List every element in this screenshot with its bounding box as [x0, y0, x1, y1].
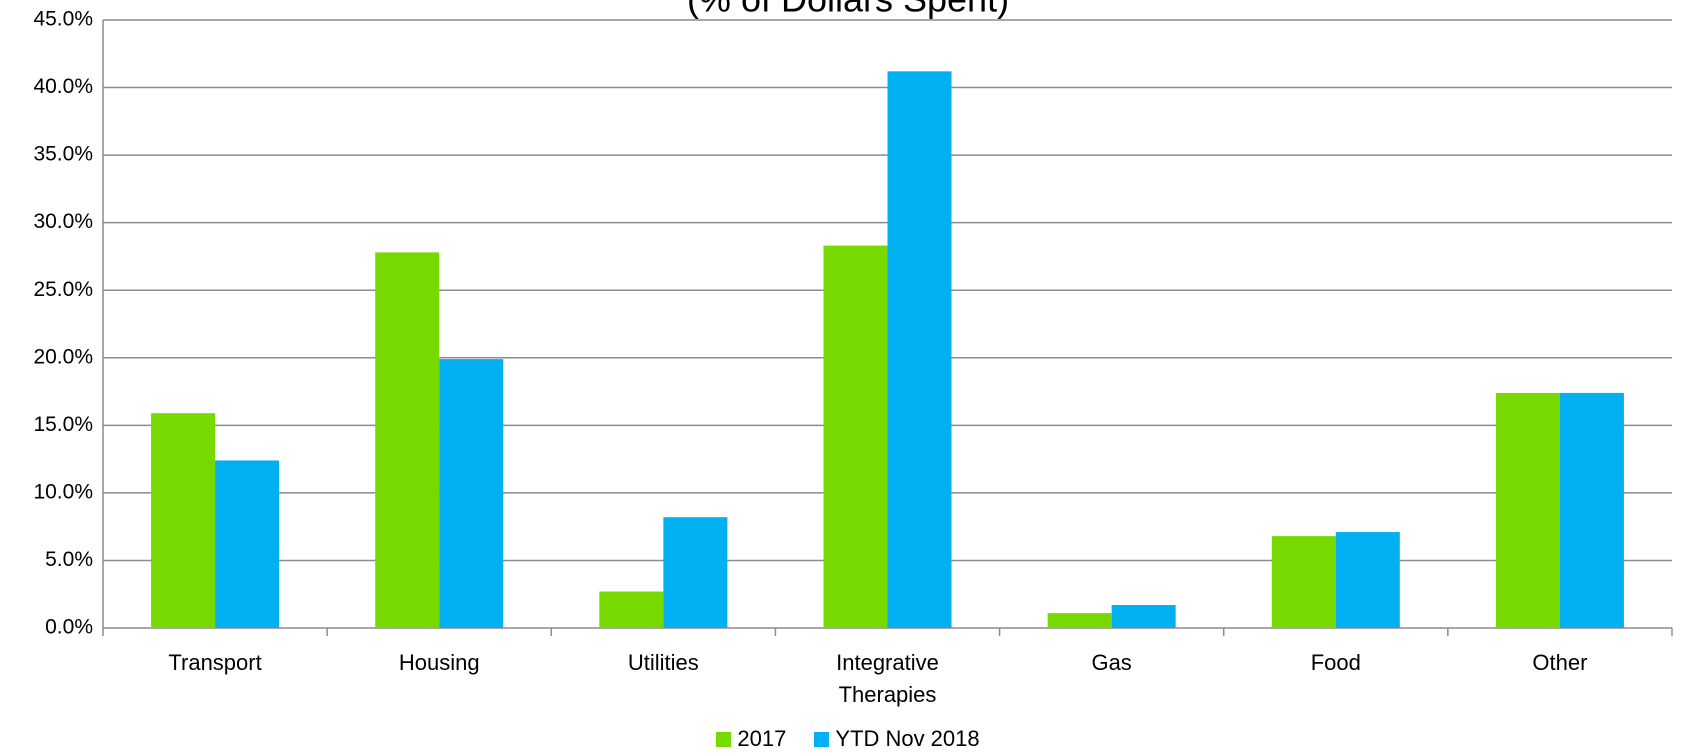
- y-tick-label: 10.0%: [33, 480, 93, 503]
- chart-title: (% of Dollars Spent): [687, 0, 1009, 20]
- bar: [151, 413, 216, 628]
- bar: [887, 71, 952, 628]
- x-tick-label: Transport: [168, 650, 262, 675]
- bar: [1047, 613, 1112, 628]
- bar: [599, 591, 664, 628]
- legend: 2017 YTD Nov 2018: [0, 726, 1682, 752]
- legend-label: YTD Nov 2018: [835, 726, 980, 751]
- y-tick-label: 40.0%: [33, 75, 93, 98]
- bar: [1111, 605, 1176, 628]
- bar: [1335, 532, 1400, 628]
- bar: [1495, 392, 1560, 628]
- y-tick-label: 45.0%: [33, 8, 93, 31]
- bar: [663, 517, 728, 628]
- legend-item: YTD Nov 2018: [814, 726, 980, 752]
- x-tick-label: Housing: [398, 650, 480, 675]
- legend-item: 2017: [716, 726, 786, 752]
- x-tick-label: Integrative Therapies: [836, 650, 939, 707]
- bar: [215, 460, 280, 628]
- y-tick-label: 15.0%: [33, 413, 93, 436]
- bar: [1271, 536, 1336, 628]
- bar: [375, 252, 440, 628]
- bar: [439, 359, 504, 628]
- y-tick-label: 0.0%: [45, 616, 93, 639]
- x-tick-label: Utilities: [627, 650, 699, 675]
- x-tick-label: Other: [1532, 650, 1588, 675]
- y-tick-label: 20.0%: [33, 345, 93, 368]
- legend-swatch: [716, 731, 732, 747]
- bar: [1559, 392, 1624, 628]
- y-tick-label: 30.0%: [33, 210, 93, 233]
- x-tick-label: Food: [1310, 650, 1361, 675]
- x-tick-label: Gas: [1091, 650, 1132, 675]
- legend-swatch: [814, 731, 830, 747]
- bar: [823, 245, 888, 628]
- y-tick-label: 25.0%: [33, 278, 93, 301]
- y-tick-label: 35.0%: [33, 143, 93, 166]
- legend-label: 2017: [737, 726, 787, 751]
- y-tick-label: 5.0%: [45, 548, 93, 571]
